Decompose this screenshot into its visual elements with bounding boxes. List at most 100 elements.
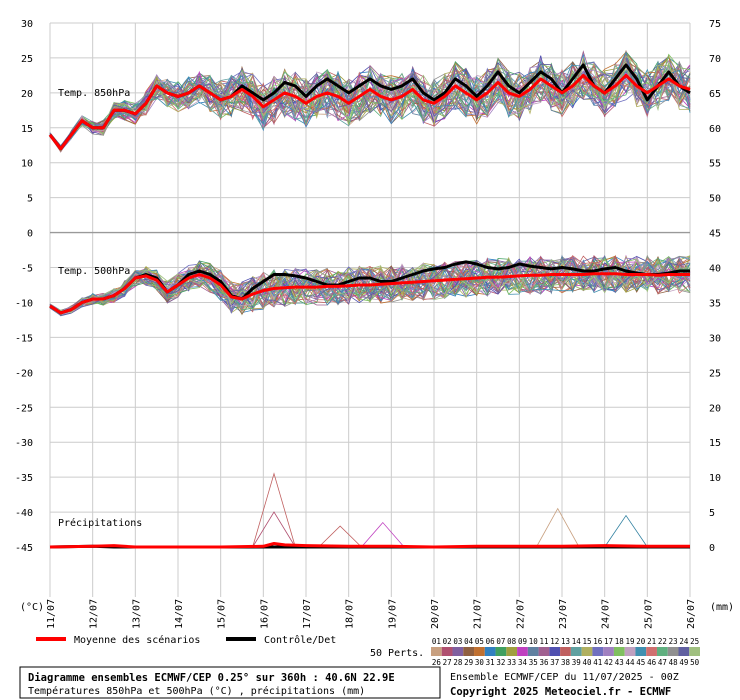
member-label-bottom: 46 — [647, 658, 657, 667]
x-tick-label: 12/07 — [89, 599, 100, 629]
member-swatch-top — [506, 647, 518, 656]
member-label-top: 24 — [679, 637, 689, 646]
member-label-top: 03 — [453, 637, 462, 646]
member-label-top: 19 — [626, 637, 635, 646]
title-box — [19, 666, 441, 699]
panel-label-t500: Temp. 500hPa — [58, 266, 130, 277]
perturbation-series — [49, 50, 691, 548]
mean-line-t850 — [48, 73, 691, 151]
member-swatch-top — [689, 647, 700, 656]
perturbation-line-t850 — [49, 56, 691, 147]
panel-label-t850: Temp. 850hPa — [58, 88, 130, 99]
left-tick-label: 10 — [21, 159, 33, 170]
member-label-bottom: 49 — [679, 658, 688, 667]
left-tick-label: 20 — [21, 89, 33, 100]
x-tick-label: 26/07 — [686, 599, 697, 629]
left-tick-label: -35 — [15, 473, 33, 484]
member-label-bottom: 42 — [604, 658, 613, 667]
member-swatch-top — [560, 647, 571, 656]
left-tick-label: 30 — [21, 19, 33, 30]
right-tick-label: 25 — [709, 368, 721, 379]
left-tick-label: -25 — [15, 403, 33, 414]
perturbation-line-t500 — [49, 259, 691, 317]
member-swatch-top — [549, 647, 561, 656]
member-label-bottom: 30 — [475, 658, 485, 667]
member-swatch-top — [570, 647, 582, 656]
mean-line-precip — [49, 542, 690, 549]
member-label-bottom: 47 — [658, 658, 667, 667]
member-label-top: 16 — [593, 637, 603, 646]
main-series — [48, 63, 691, 549]
legend-mean-label: Moyenne des scénarios — [74, 634, 200, 646]
member-label-bottom: 45 — [636, 658, 645, 667]
x-tick-label: 13/07 — [131, 599, 142, 629]
x-tick-label: 21/07 — [473, 599, 484, 629]
x-tick-label: 11/07 — [46, 599, 57, 629]
right-tick-label: 40 — [709, 264, 721, 275]
member-label-top: 10 — [529, 637, 539, 646]
member-label-bottom: 28 — [453, 658, 463, 667]
control-line-t500 — [49, 260, 690, 315]
member-label-top: 01 — [432, 637, 441, 646]
panel-label-precip: Précipitations — [58, 517, 142, 529]
member-label-bottom: 48 — [669, 658, 679, 667]
right-tick-label: 35 — [709, 298, 721, 309]
x-tick-label: 24/07 — [601, 599, 612, 629]
member-label-top: 17 — [604, 637, 613, 646]
member-swatch-top — [431, 647, 442, 656]
member-label-top: 07 — [496, 637, 505, 646]
perturbation-line-precip — [318, 525, 362, 548]
member-swatch-top — [646, 647, 657, 656]
right-tick-label: 65 — [709, 89, 721, 100]
perturbation-line-t500 — [49, 256, 691, 316]
chart-title: Diagramme ensembles ECMWF/CEP 0.25° sur … — [28, 672, 395, 684]
perturbation-line-t500 — [49, 256, 691, 313]
member-swatch-top — [517, 647, 528, 656]
member-swatches: 01 02 03 04 05 06 07 08 09 10 11 12 13 14 15 16 17 18 19 20… — [431, 637, 700, 667]
right-tick-label: 0 — [709, 543, 715, 554]
member-label-bottom: 50 — [690, 658, 700, 667]
left-tick-label: -5 — [21, 264, 33, 275]
member-swatch-top — [484, 647, 496, 656]
member-label-top: 15 — [583, 637, 592, 646]
perturbation-line-precip — [536, 507, 580, 548]
x-tick-label: 19/07 — [387, 599, 398, 629]
perturbation-line-t500 — [49, 257, 691, 312]
left-tick-label: 15 — [21, 124, 33, 135]
member-label-top: 02 — [443, 637, 452, 646]
member-label-bottom: 32 — [496, 658, 505, 667]
left-tick-label: 5 — [27, 194, 33, 205]
member-label-top: 12 — [550, 637, 559, 646]
member-swatch-top — [527, 647, 539, 656]
member-label-top: 20 — [636, 637, 646, 646]
legend-perts-label: 50 Perts. — [370, 648, 424, 659]
right-tick-label: 5 — [709, 508, 715, 519]
left-tick-label: 0 — [27, 229, 33, 240]
x-tick-label: 14/07 — [174, 599, 185, 629]
right-tick-label: 15 — [709, 438, 721, 449]
legend-control-label: Contrôle/Det — [264, 634, 336, 646]
member-label-bottom: 37 — [550, 658, 559, 667]
member-label-bottom: 38 — [561, 658, 571, 667]
right-tick-label: 20 — [709, 403, 721, 414]
member-label-bottom: 31 — [486, 658, 495, 667]
right-tick-label: 75 — [709, 19, 721, 30]
right-tick-label: 70 — [709, 54, 721, 65]
member-label-bottom: 36 — [539, 658, 549, 667]
left-axis-unit: (°C) — [20, 602, 44, 613]
member-swatch-top — [678, 647, 690, 656]
member-label-top: 13 — [561, 637, 570, 646]
member-label-bottom: 33 — [507, 658, 516, 667]
member-swatch-top — [495, 647, 507, 656]
left-tick-label: -40 — [15, 508, 33, 519]
perturbation-line-t500 — [49, 255, 691, 314]
run-info: Ensemble ECMWF/CEP du 11/07/2025 - 00Z — [450, 672, 679, 683]
member-swatch-top — [667, 647, 679, 656]
left-tick-label: -45 — [15, 543, 33, 554]
member-swatch-top — [592, 647, 604, 656]
chart-subtitle: Températures 850hPa et 500hPa (°C) , pré… — [28, 685, 365, 697]
x-tick-label: 18/07 — [345, 599, 356, 629]
x-tick-label: 22/07 — [515, 599, 526, 629]
perturbation-line-precip — [604, 514, 648, 548]
